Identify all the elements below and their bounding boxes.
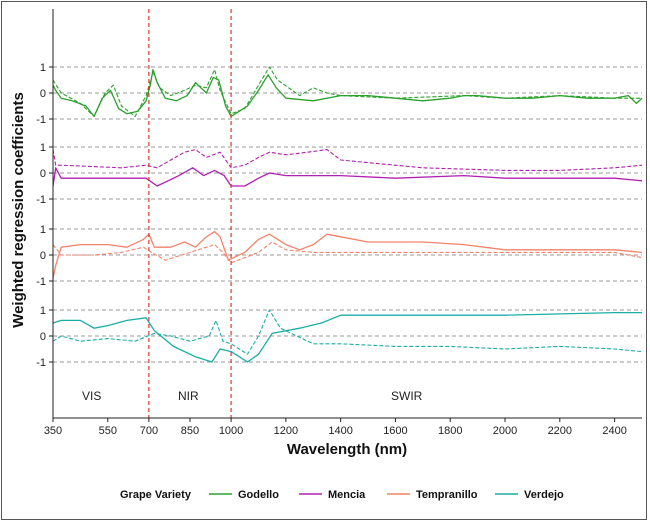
region-boundary-layer [148,9,232,418]
series-layer [52,66,643,363]
axis-layer: 1 0 -1 1 0 -1 1 0 -1 1 0 -1 350 550 700 850 1000 1200 1400… [36,9,642,437]
y-tick-label: 1 [40,142,46,154]
legend-label-mencia: Mencia [328,489,366,501]
legend: Grape Variety Godello Mencia Tempranillo… [120,489,564,501]
series-godello-dashed [52,66,642,117]
y-tick-label: -1 [36,114,46,126]
y-tick-label: 1 [40,305,46,317]
x-tick-label: 1000 [219,425,243,437]
legend-label-verdejo: Verdejo [524,489,564,501]
x-tick-label: 350 [44,425,62,437]
y-tick-label: 1 [40,224,46,236]
x-tick-label: 1800 [438,425,462,437]
x-tick-label: 2000 [493,425,517,437]
series-verdejo-solid [52,311,642,363]
x-tick-label: 1600 [383,425,407,437]
series-mencia-solid [52,167,643,187]
series-tempranillo-solid [52,230,643,279]
x-tick-label: 850 [181,425,199,437]
legend-label-tempranillo: Tempranillo [416,489,478,501]
y-tick-label: 0 [40,250,46,262]
y-axis-title: Weighted regression coefficients [10,92,27,328]
y-tick-label: 1 [40,62,46,74]
region-label-vis: VIS [82,389,101,403]
grid-layer [53,66,642,363]
series-mencia-dashed [52,149,643,171]
x-tick-label: 1400 [328,425,352,437]
x-tick-label: 1200 [274,425,298,437]
legend-label-godello: Godello [238,489,279,501]
y-tick-label: 0 [40,168,46,180]
x-axis-title: Wavelength (nm) [287,441,407,458]
region-label-swir: SWIR [391,389,423,403]
x-tick-label: 2200 [548,425,572,437]
series-verdejo-dashed [52,309,643,355]
region-label-nir: NIR [178,389,199,403]
y-tick-label: 0 [40,331,46,343]
y-tick-label: -1 [36,276,46,288]
y-tick-label: 0 [40,88,46,100]
x-tick-label: 2400 [602,425,626,437]
x-tick-label: 550 [99,425,117,437]
x-tick-label: 700 [140,425,158,437]
legend-title: Grape Variety [120,489,192,501]
series-tempranillo-dashed [52,241,643,264]
series-godello-solid [52,68,643,118]
y-tick-label: -1 [36,194,46,206]
y-tick-label: -1 [36,357,46,369]
